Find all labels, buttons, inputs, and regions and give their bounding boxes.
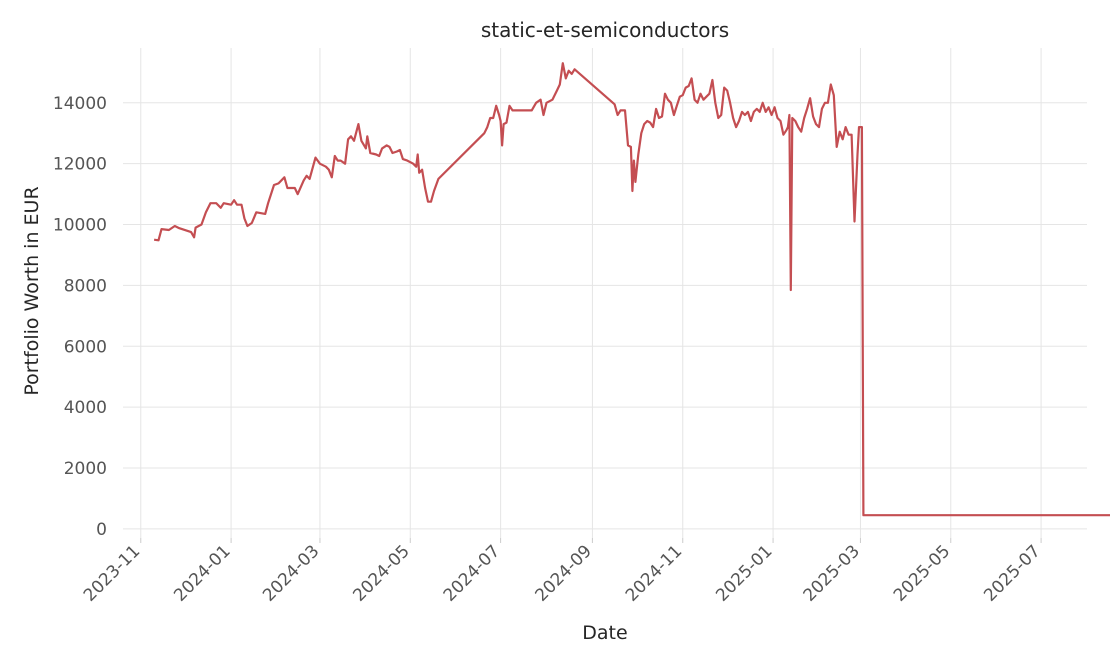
y-tick-label: 6000 [64, 337, 107, 357]
x-tick-label: 2023-11 [80, 541, 144, 605]
y-tick-label: 0 [96, 520, 107, 540]
x-tick-label: 2025-05 [890, 541, 954, 605]
y-tick-label: 14000 [53, 94, 107, 114]
x-tick-label: 2025-07 [980, 541, 1044, 605]
x-tick-label: 2024-07 [440, 541, 504, 605]
x-tick-label: 2024-01 [170, 541, 234, 605]
x-tick-label: 2024-09 [532, 541, 596, 605]
grid [123, 48, 1087, 538]
y-tick-label: 8000 [64, 276, 107, 296]
y-tick-label: 4000 [64, 398, 107, 418]
x-tick-label: 2024-11 [622, 541, 686, 605]
y-tick-label: 2000 [64, 459, 107, 479]
x-tick-label: 2025-01 [712, 541, 776, 605]
y-tick-label: 10000 [53, 216, 107, 236]
y-axis-label: Portfolio Worth in EUR [21, 186, 43, 395]
x-tick-label: 2025-03 [800, 541, 864, 605]
x-tick-label: 2024-03 [259, 541, 323, 605]
y-tick-label: 12000 [53, 155, 107, 175]
x-tick-label: 2024-05 [349, 541, 413, 605]
x-axis-label: Date [582, 622, 627, 644]
chart-title: static-et-semiconductors [481, 18, 729, 42]
series-layer [153, 62, 1110, 517]
series-line [153, 62, 1110, 517]
